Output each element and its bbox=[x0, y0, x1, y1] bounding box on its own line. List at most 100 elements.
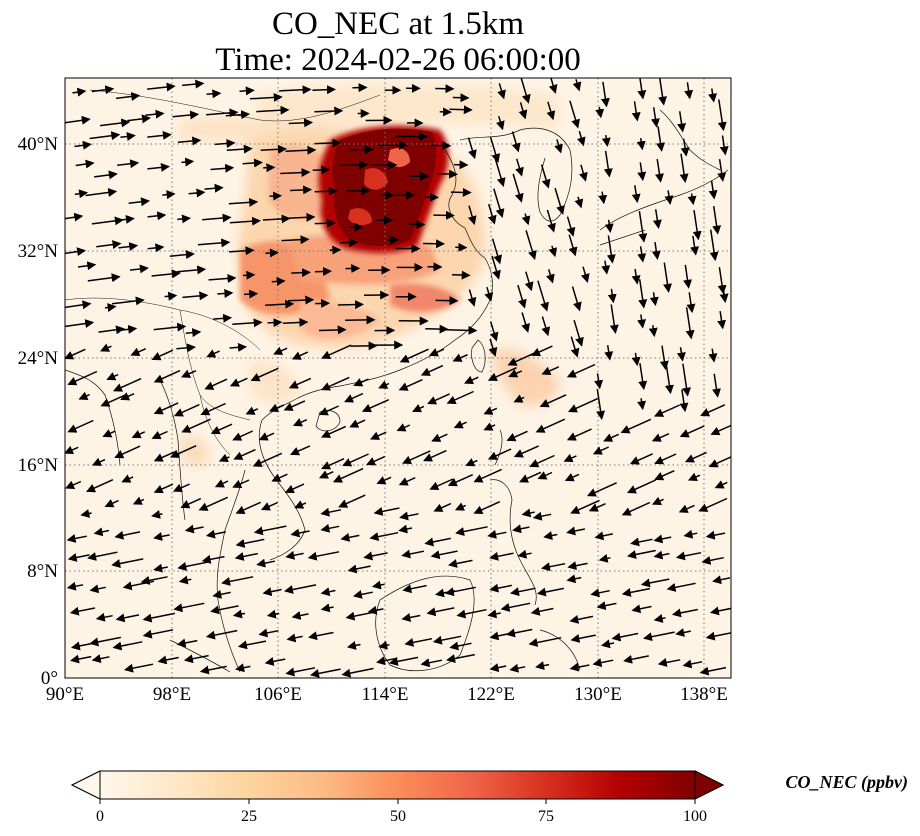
wind-arrow bbox=[352, 590, 373, 599]
wind-arrow bbox=[183, 654, 209, 664]
wind-arrow bbox=[119, 324, 138, 334]
wind-arrow bbox=[663, 262, 672, 293]
wind-arrow bbox=[567, 561, 588, 571]
wind-arrow bbox=[205, 629, 238, 640]
wind-arrow bbox=[338, 494, 366, 508]
wind-arrow bbox=[65, 445, 79, 455]
wind-arrow bbox=[188, 188, 206, 198]
wind-arrow bbox=[399, 348, 429, 363]
colorbar-tick-label: 100 bbox=[683, 808, 707, 825]
wind-arrow bbox=[347, 564, 371, 574]
wind-arrow bbox=[487, 609, 501, 619]
wind-arrow bbox=[600, 639, 615, 649]
wind-arrow bbox=[173, 403, 200, 417]
wind-arrow bbox=[637, 246, 647, 263]
wind-arrow bbox=[214, 479, 229, 488]
wind-arrow bbox=[580, 266, 590, 283]
wind-arrow bbox=[232, 609, 246, 619]
wind-arrow bbox=[185, 328, 202, 338]
wind-arrow bbox=[623, 654, 649, 664]
wind-arrow bbox=[279, 85, 312, 95]
wind-arrow bbox=[258, 432, 275, 441]
wind-arrow bbox=[567, 397, 599, 413]
wind-arrow bbox=[637, 398, 647, 411]
wind-arrow bbox=[450, 187, 472, 197]
co-concentration-field bbox=[175, 83, 560, 467]
wind-arrow bbox=[493, 188, 505, 219]
map-title: CO_NEC at 1.5km bbox=[271, 6, 525, 42]
wind-arrow bbox=[653, 534, 672, 544]
wind-arrow bbox=[153, 369, 181, 383]
wind-arrow bbox=[147, 130, 172, 140]
wind-arrow bbox=[93, 527, 110, 537]
wind-arrow bbox=[250, 367, 279, 382]
wind-arrow bbox=[631, 101, 641, 122]
wind-arrow bbox=[114, 445, 141, 459]
wind-arrow bbox=[320, 523, 340, 533]
wind-arrow bbox=[198, 496, 229, 511]
wind-arrow bbox=[570, 499, 600, 514]
wind-arrow bbox=[87, 551, 118, 561]
wind-arrow bbox=[643, 631, 675, 642]
wind-arrow bbox=[91, 654, 110, 664]
wind-arrow bbox=[505, 628, 533, 638]
wind-arrow bbox=[571, 286, 582, 312]
wind-arrow bbox=[314, 218, 336, 228]
wind-arrow bbox=[314, 106, 344, 116]
wind-arrow bbox=[342, 453, 369, 467]
wind-arrow bbox=[118, 242, 139, 252]
wind-arrow bbox=[206, 349, 220, 358]
wind-arrow bbox=[252, 452, 283, 467]
wind-arrow bbox=[349, 419, 366, 428]
wind-arrow bbox=[651, 496, 664, 505]
wind-arrow bbox=[75, 159, 95, 169]
wind-arrow bbox=[228, 197, 259, 207]
wind-arrow bbox=[127, 114, 151, 124]
wind-arrow bbox=[654, 404, 681, 417]
wind-arrow bbox=[366, 455, 386, 466]
wind-arrow bbox=[532, 511, 552, 521]
wind-arrow bbox=[80, 509, 92, 518]
wind-arrow bbox=[229, 342, 247, 352]
wind-arrow bbox=[363, 551, 388, 561]
wind-arrow bbox=[638, 362, 648, 391]
wind-arrow bbox=[142, 612, 176, 623]
wind-arrow bbox=[497, 83, 506, 100]
wind-arrow bbox=[169, 250, 195, 260]
wind-arrow bbox=[65, 247, 87, 257]
colorbar-tick-label: 75 bbox=[538, 808, 554, 825]
wind-arrow bbox=[151, 349, 174, 361]
wind-arrow bbox=[162, 190, 176, 200]
wind-arrow bbox=[396, 423, 411, 432]
wind-arrow bbox=[709, 229, 719, 262]
wind-arrow bbox=[314, 266, 332, 276]
wind-arrow bbox=[102, 429, 116, 438]
wind-arrow bbox=[115, 92, 141, 101]
wind-arrow bbox=[651, 433, 670, 442]
wind-arrow bbox=[205, 529, 226, 539]
wind-arrow bbox=[655, 158, 664, 183]
wind-arrow bbox=[370, 431, 387, 440]
wind-arrow bbox=[528, 636, 562, 647]
wind-arrow bbox=[685, 307, 695, 340]
wind-arrow bbox=[100, 343, 112, 352]
wind-arrow bbox=[206, 108, 239, 118]
wind-arrow bbox=[686, 292, 696, 314]
wind-arrow bbox=[332, 467, 364, 483]
map-subtitle-time: Time: 2024-02-26 06:00:00 bbox=[215, 42, 581, 78]
wind-arrow bbox=[710, 424, 731, 436]
wind-arrow bbox=[448, 559, 473, 568]
wind-arrow bbox=[128, 197, 150, 207]
wind-arrow bbox=[373, 507, 400, 516]
wind-arrow bbox=[100, 118, 131, 128]
wind-arrow bbox=[600, 81, 610, 108]
wind-arrow bbox=[590, 588, 610, 598]
colorbar-gradient bbox=[100, 771, 695, 799]
wind-arrow bbox=[473, 501, 501, 515]
wind-arrow bbox=[595, 106, 605, 119]
wind-arrow bbox=[412, 403, 425, 413]
wind-arrow bbox=[249, 92, 283, 102]
wind-arrow bbox=[637, 78, 647, 100]
wind-arrow bbox=[340, 160, 369, 170]
wind-arrow bbox=[115, 613, 140, 623]
